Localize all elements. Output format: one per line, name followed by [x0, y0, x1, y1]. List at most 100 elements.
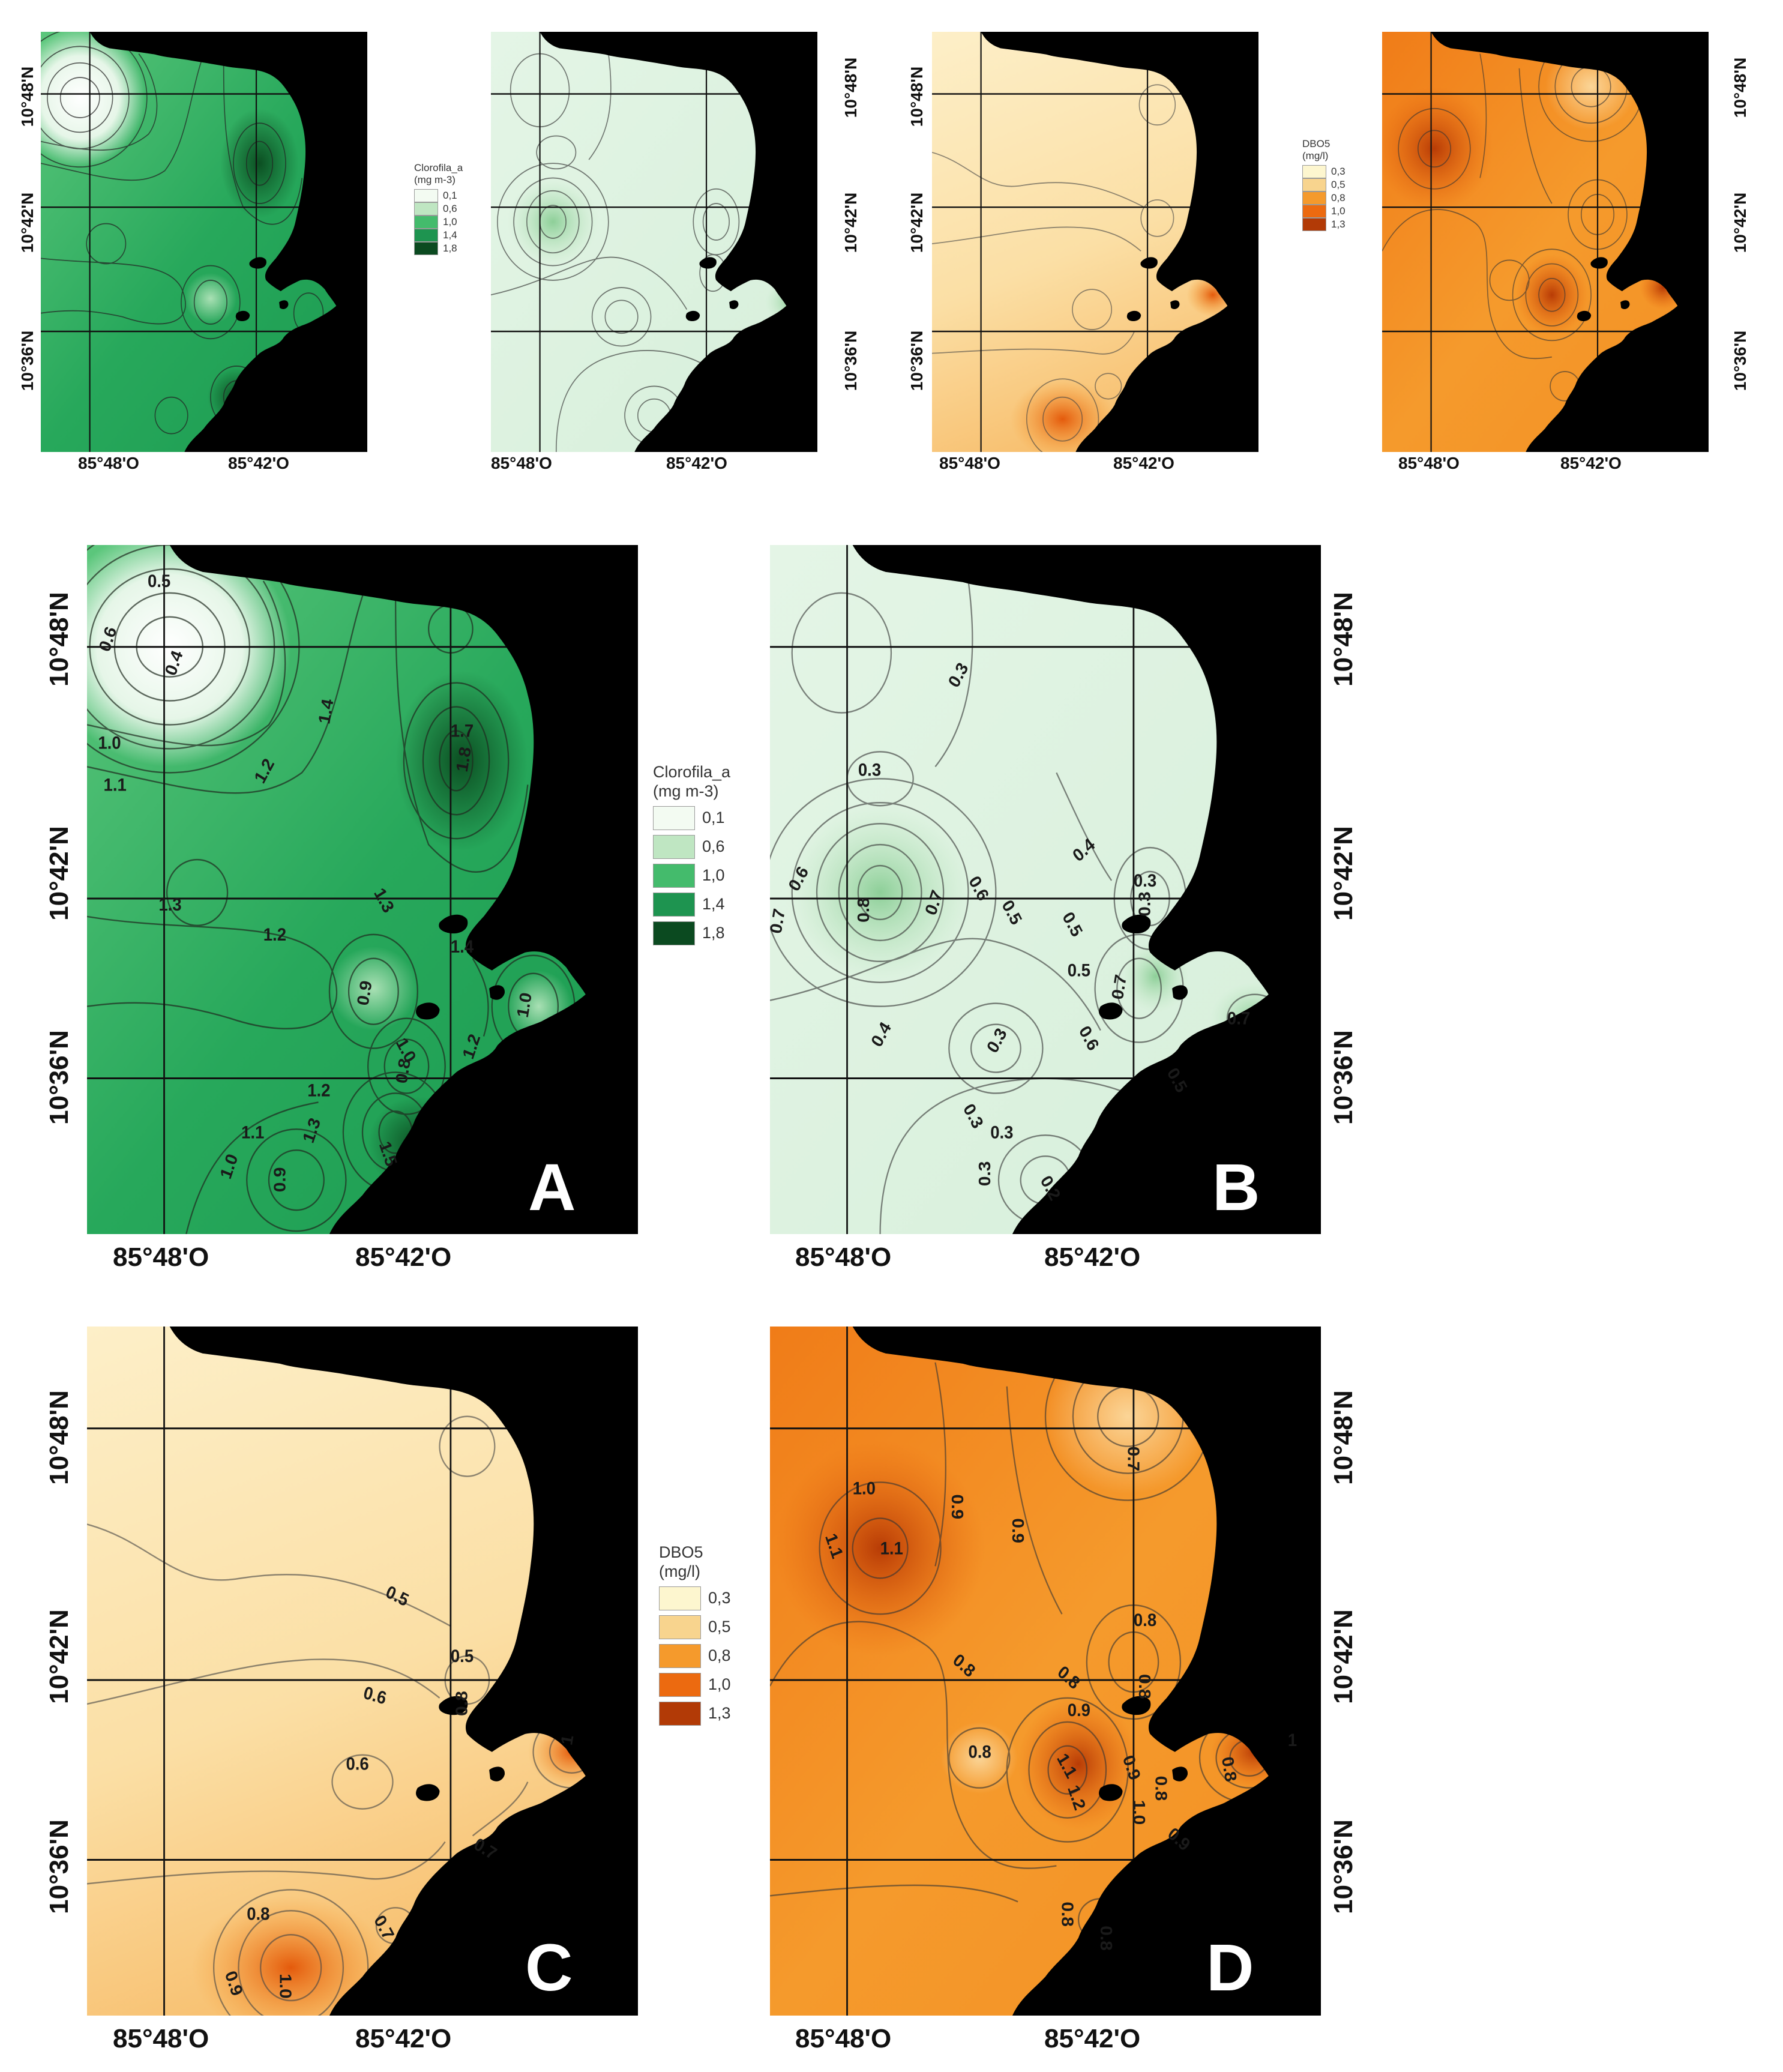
legend-chl-unit: (mg m-3)	[653, 782, 719, 801]
contour-label: 0.8	[453, 1691, 471, 1716]
small-legend-dbo-label: 0,5	[1331, 178, 1346, 190]
map-b-lat-south: 10°36'N	[1328, 1030, 1358, 1125]
map-d-dbo5: 0.7 1.0 0.9 0.9 1.1 1.1 0.8 0.8 0.8 0.8 …	[770, 1327, 1321, 2016]
small-legend-dbo-swatch	[1302, 217, 1326, 231]
contour-label: 1.0	[514, 991, 536, 1019]
small-map-dbo5-d	[1382, 32, 1709, 452]
contour-label: 0.8	[968, 1742, 991, 1762]
legend-dbo-unit: (mg/l)	[659, 1562, 700, 1581]
small-legend-chl-swatch	[414, 215, 438, 229]
contour-label: 0.7	[1227, 1009, 1250, 1029]
map-a-chlorophyll: 0.5 0.6 0.4 1.0 1.1 1.2 1.4 1.7 1.8 1.3 …	[87, 545, 638, 1234]
contour-label: 0.3	[976, 1161, 994, 1187]
small-a-lon-west: 85°48'O	[78, 454, 139, 472]
small-c-lon-west: 85°48'O	[939, 454, 1000, 472]
small-b-lat-north: 10°48'N	[841, 57, 861, 118]
small-b-lat-south: 10°36'N	[841, 330, 861, 391]
contour-label: 0.8	[392, 1057, 415, 1085]
map-d-lat-south: 10°36'N	[1328, 1819, 1358, 1914]
legend-dbo-swatch	[659, 1586, 701, 1610]
contour-label: 0.5	[451, 1646, 474, 1666]
contour-label: 1.1	[880, 1538, 903, 1558]
legend-chl-swatch	[653, 892, 695, 917]
contour-label: 0.9	[1008, 1518, 1027, 1543]
small-legend-chl-label: 0,1	[443, 189, 457, 201]
map-a-lat-south: 10°36'N	[44, 1030, 74, 1125]
panel-letter-d: D	[1206, 1931, 1254, 2005]
contour-label: 0.8	[1152, 1776, 1170, 1801]
small-c-lat-mid: 10°42'N	[907, 192, 927, 253]
small-legend-dbo-swatch	[1302, 191, 1326, 205]
map-b-chlorophyll: 0.3 0.3 0.6 0.7 0.8 0.7 0.6 0.5 0.4 0.5 …	[770, 545, 1321, 1234]
small-legend-dbo5: DBO5 (mg/l) 0,3 0,5 0,8 1,0 1,3	[1302, 138, 1346, 231]
small-legend-dbo-swatch	[1302, 204, 1326, 218]
contour-label: 1.2	[263, 925, 286, 945]
map-b-lon-west: 85°48'O	[795, 1242, 892, 1272]
contour-label: 1.0	[98, 733, 121, 753]
contour-label: 0.9	[271, 1167, 290, 1193]
map-b-lat-north: 10°48'N	[1328, 592, 1358, 687]
panel-letter-a: A	[528, 1151, 576, 1224]
map-a-lon-east: 85°42'O	[355, 1242, 452, 1272]
legend-chl-label: 1,4	[702, 895, 725, 914]
legend-dbo-label: 0,5	[708, 1618, 731, 1636]
legend-chl-label: 1,0	[702, 866, 725, 885]
small-a-lon-east: 85°42'O	[228, 454, 289, 472]
small-a-lat-mid: 10°42'N	[18, 192, 37, 253]
small-legend-chl-label: 1,0	[443, 215, 457, 227]
small-a-lat-south: 10°36'N	[18, 330, 37, 391]
small-legend-chlorophyll: Clorofila_a (mg m-3) 0,1 0,6 1,0 1,4 1,8	[414, 162, 463, 255]
contour-label: 1	[558, 1733, 577, 1747]
panel-letter-c: C	[525, 1931, 573, 2005]
contour-label: 0.8	[1135, 1674, 1153, 1699]
small-c-lat-north: 10°48'N	[907, 66, 927, 127]
legend-chl-title: Clorofila_a	[653, 763, 731, 781]
legend-dbo-title: DBO5	[659, 1543, 703, 1561]
map-b-lon-east: 85°42'O	[1044, 1242, 1141, 1272]
small-d-lon-east: 85°42'O	[1560, 454, 1622, 472]
legend-dbo5: DBO5 (mg/l) 0,3 0,5 0,8 1,0 1,3	[659, 1543, 731, 1726]
legend-chl-swatch	[653, 806, 695, 830]
legend-dbo-swatch	[659, 1643, 701, 1668]
map-a-lon-west: 85°48'O	[113, 1242, 209, 1272]
legend-chl-label: 0,1	[702, 809, 725, 827]
small-legend-chl-title: Clorofila_a	[414, 162, 463, 173]
contour-label: 1.7	[451, 721, 474, 741]
small-legend-chl-unit: (mg m-3)	[414, 174, 456, 186]
contour-label: 1.4	[451, 937, 474, 957]
map-c-lon-west: 85°48'O	[113, 2024, 209, 2053]
contour-label: 1.2	[307, 1080, 330, 1100]
map-c-dbo5: 0.5 0.5 0.6 0.8 0.6 1 0.7 0.8 0.7 0.9 1.…	[87, 1327, 638, 2016]
small-legend-dbo-unit: (mg/l)	[1302, 150, 1329, 162]
small-b-lon-east: 85°42'O	[666, 454, 727, 472]
small-c-lat-south: 10°36'N	[907, 330, 927, 391]
contour-label: 0.7	[1124, 1447, 1143, 1472]
map-d-lon-west: 85°48'O	[795, 2024, 892, 2053]
contour-label: 0.3	[990, 1122, 1013, 1142]
map-c-lat-south: 10°36'N	[44, 1819, 74, 1914]
contour-label: 1	[1288, 1730, 1297, 1750]
contour-label: 1.3	[158, 895, 181, 915]
legend-chl-swatch	[653, 921, 695, 945]
small-map-chlorophyll-b	[491, 32, 817, 452]
contour-label: 1.1	[104, 775, 127, 795]
contour-label: 0.8	[1218, 1755, 1240, 1783]
legend-chl-swatch	[653, 863, 695, 888]
small-b-lon-west: 85°48'O	[491, 454, 552, 472]
contour-label: 1.8	[453, 745, 475, 774]
small-b-lat-mid: 10°42'N	[841, 192, 861, 253]
small-legend-dbo-title: DBO5	[1302, 138, 1330, 149]
map-a-lat-mid: 10°42'N	[44, 826, 74, 921]
small-legend-dbo-label: 0,8	[1331, 191, 1346, 203]
small-legend-dbo-swatch	[1302, 178, 1326, 191]
small-legend-chl-swatch	[414, 228, 438, 242]
map-a-lat-north: 10°48'N	[44, 592, 74, 687]
small-legend-chl-swatch	[414, 241, 438, 255]
contour-label: 0.9	[948, 1495, 966, 1520]
contour-label: 0.3	[858, 760, 881, 780]
small-d-lat-mid: 10°42'N	[1731, 192, 1750, 253]
legend-dbo-label: 1,3	[708, 1704, 731, 1723]
contour-label: 0.5	[148, 571, 170, 591]
small-d-lat-north: 10°48'N	[1731, 57, 1750, 118]
contour-label: 1.4	[315, 697, 337, 726]
